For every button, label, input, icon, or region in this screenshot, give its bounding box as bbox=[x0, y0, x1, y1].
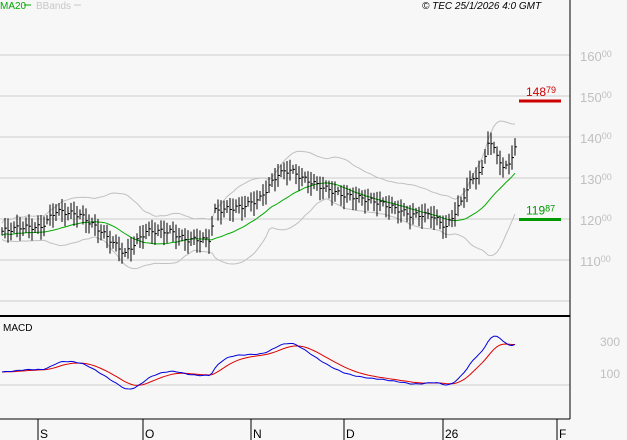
time-label-N: N bbox=[253, 427, 262, 440]
price-tick-label: 16000 bbox=[580, 49, 612, 64]
bband-upper bbox=[1, 120, 516, 224]
ma20-line bbox=[1, 172, 516, 245]
legend-ma20: MA20 bbox=[0, 1, 27, 12]
support-label: 11987 bbox=[526, 204, 555, 218]
time-label-26: 26 bbox=[445, 427, 459, 440]
resistance-label: 14879 bbox=[526, 85, 556, 99]
copyright-text: © TEC 25/1/2026 4:0 GMT bbox=[422, 1, 542, 12]
price-tick-label: 14000 bbox=[580, 131, 612, 146]
price-tick-label: 13000 bbox=[580, 172, 612, 187]
bband-lower bbox=[1, 198, 516, 270]
legend-bbands: BBands bbox=[36, 1, 71, 12]
macd-tick-label: 100 bbox=[600, 367, 620, 381]
time-label-S: S bbox=[40, 427, 48, 440]
time-label-F: F bbox=[559, 427, 566, 440]
price-tick-label: 11000 bbox=[580, 254, 611, 269]
macd-signal-line bbox=[1, 343, 516, 386]
price-tick-label: 15000 bbox=[580, 90, 612, 105]
macd-title: MACD bbox=[3, 323, 32, 334]
macd-tick-label: 300 bbox=[600, 335, 620, 349]
time-label-D: D bbox=[346, 427, 355, 440]
time-label-O: O bbox=[145, 427, 154, 440]
price-tick-label: 12000 bbox=[580, 213, 612, 228]
macd-line bbox=[1, 335, 516, 390]
